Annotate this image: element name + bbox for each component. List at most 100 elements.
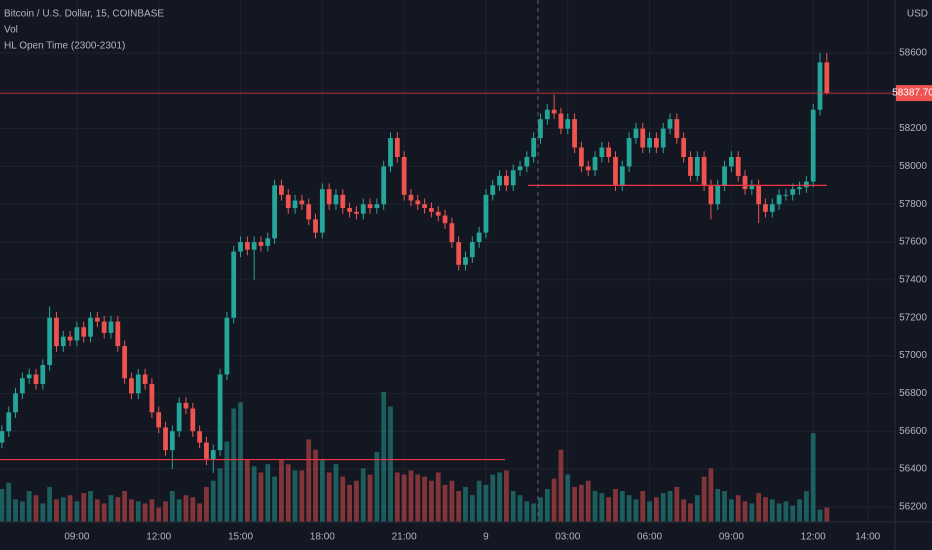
y-tick-label: 57400 (899, 275, 927, 286)
volume-bar (319, 460, 325, 522)
volume-bar (169, 491, 175, 522)
candle-body (728, 156, 734, 167)
volume-bar (756, 493, 762, 522)
candle-body (810, 109, 816, 182)
volume-bar (776, 503, 782, 522)
candle-body (647, 138, 652, 148)
candle-body (401, 156, 407, 195)
volume-bar (606, 497, 612, 522)
x-tick-label: 09:00 (64, 532, 89, 543)
volume-bar (279, 460, 284, 522)
volume-bar (585, 480, 591, 522)
volume-bar (190, 497, 196, 522)
candle-body (708, 185, 714, 205)
candle-body (299, 200, 305, 205)
x-tick-label: 18:00 (310, 532, 335, 543)
candle-body (54, 317, 59, 347)
chart-title: Bitcoin / U.S. Dollar, 15, COINBASE (4, 9, 164, 20)
volume-bar (647, 501, 652, 522)
volume-bar (558, 449, 564, 522)
candle-body (388, 138, 393, 167)
candle-body (394, 138, 400, 157)
last-price-tag (896, 85, 932, 102)
candle-body (13, 393, 18, 413)
candle-body (204, 442, 209, 460)
candle-body (715, 185, 721, 205)
candle-body (360, 204, 366, 214)
candle-body (149, 383, 155, 413)
candle-body (122, 346, 128, 379)
volume-bar (722, 491, 727, 522)
volume-bar (497, 472, 502, 522)
candle-body (531, 138, 537, 157)
candle-body (354, 211, 359, 214)
volume-bar (360, 468, 366, 522)
candle-body (504, 175, 509, 186)
candle-body (60, 336, 66, 347)
candle-body (517, 166, 523, 171)
volume-bar (292, 470, 298, 522)
candle-body (633, 128, 639, 139)
y-tick-label: 56200 (899, 502, 927, 513)
candle-body (6, 412, 12, 432)
candle-body (626, 138, 632, 167)
candle-body (422, 204, 427, 209)
candle-body (442, 215, 448, 224)
y-tick-label: 56800 (899, 388, 927, 399)
volume-bar (313, 449, 318, 522)
volume-bar (26, 491, 32, 522)
candle-body (347, 208, 352, 212)
candle-body (319, 189, 325, 233)
axes: 56200 56400 56600 56800 57000 57200 57400 57600… (64, 48, 932, 543)
candle-body (469, 242, 475, 258)
candle-body (619, 166, 625, 186)
volume-bar (401, 474, 407, 522)
candle-body (544, 109, 550, 120)
volume-bar (599, 493, 605, 522)
candle-body (592, 156, 598, 171)
x-tick-label: 21:00 (392, 532, 417, 543)
candle-body (183, 402, 189, 409)
x-tick-label: 9 (483, 532, 489, 543)
candle-body (667, 119, 673, 129)
indicator-label[interactable]: Vol (4, 25, 18, 36)
volume-bar (544, 488, 550, 522)
candle-body (681, 138, 687, 157)
indicator-label[interactable]: HL Open Time (2300-2301) (4, 41, 125, 52)
volume-bar (442, 484, 448, 522)
volume-bar (163, 501, 168, 522)
volume-bar (74, 501, 80, 522)
volume-bar (524, 501, 530, 522)
volume-bar (135, 501, 141, 522)
volume-bar (374, 451, 380, 522)
candle-body (613, 156, 618, 186)
volume-bar (640, 491, 646, 522)
candle-body (408, 194, 414, 201)
candle-body (217, 374, 223, 451)
volume-bar (40, 503, 46, 522)
y-tick-label: 56600 (899, 426, 927, 437)
candle-body (197, 431, 203, 443)
candle-body (674, 119, 680, 139)
candle-body (776, 194, 782, 205)
candle-body (463, 257, 468, 265)
candle-body (415, 200, 421, 205)
volume-bar (769, 499, 775, 522)
candle-body (490, 185, 496, 195)
x-tick-label: 12:00 (146, 532, 171, 543)
last-price-label: 58387.70 (892, 88, 932, 99)
candle-body (326, 189, 332, 205)
volume-bar (60, 497, 66, 522)
x-tick-label: 06:00 (637, 532, 662, 543)
volume-bar (715, 488, 721, 522)
candle-body (606, 147, 612, 157)
candle-body (26, 374, 32, 379)
volume-bar (115, 497, 121, 522)
x-tick-label: 09:00 (719, 532, 744, 543)
volume-bar (797, 499, 802, 522)
candle-body (763, 204, 768, 212)
volume-bar (251, 466, 257, 522)
volume-bar (258, 472, 264, 522)
x-tick-label: 12:00 (801, 532, 826, 543)
candle-body (279, 185, 284, 195)
